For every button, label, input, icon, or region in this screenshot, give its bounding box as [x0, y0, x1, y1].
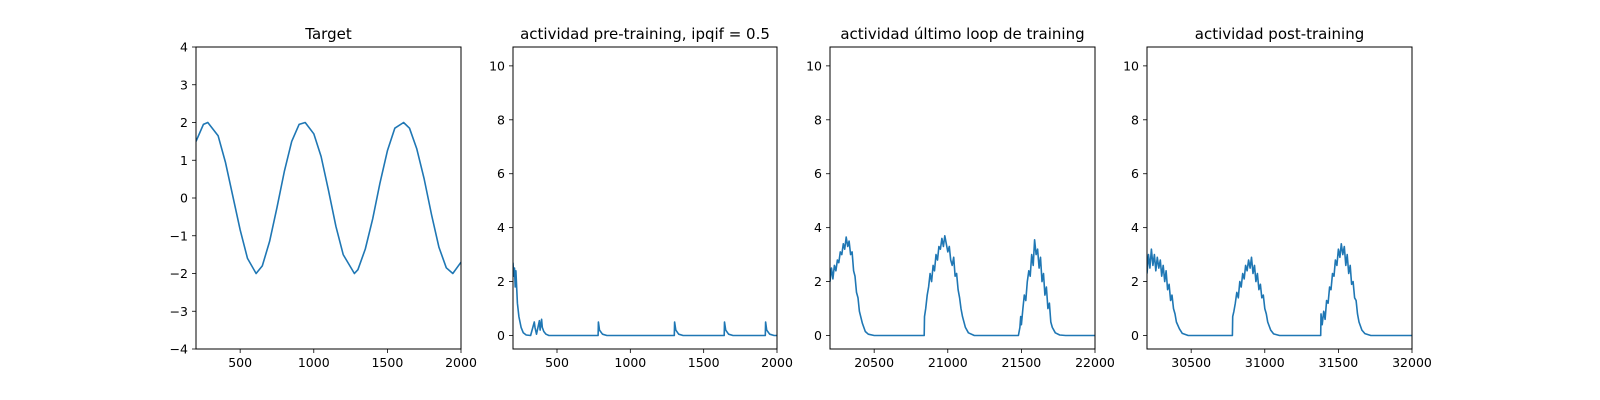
y-tick-label: 3	[180, 77, 188, 92]
y-tick-label: −1	[170, 228, 188, 243]
series-line-1	[830, 235, 1095, 337]
y-tick-label: −2	[170, 266, 188, 281]
chart-panel-4: actividad post-training 30500 31000 31500 32…	[1123, 25, 1432, 370]
y-tick-label: 2	[1131, 274, 1139, 289]
y-tick-label: 0	[814, 328, 822, 343]
series-line-1	[513, 262, 777, 337]
x-tick-label: 21500	[1002, 355, 1042, 370]
y-tick-label: 10	[489, 58, 505, 73]
x-tick-label: 21000	[928, 355, 968, 370]
y-tick-label: 1	[180, 153, 188, 168]
x-tick-label: 500	[545, 355, 569, 370]
x-tick-label: 1500	[371, 355, 403, 370]
x-tick-label: 2000	[445, 355, 477, 370]
chart-panel-1: Target 500 1000 1500 2000 −4 −3 −2 −1 0 1 2 3 4	[170, 25, 477, 370]
x-tick-label: 500	[228, 355, 252, 370]
y-tick-label: 8	[1131, 112, 1139, 127]
axes-frame	[829, 46, 1096, 350]
series-line-1	[196, 121, 461, 275]
x-tick-label: 32000	[1392, 355, 1432, 370]
series-line-1	[1147, 243, 1412, 337]
y-tick-label: 6	[1131, 166, 1139, 181]
y-tick-label: 0	[1131, 328, 1139, 343]
y-tick-label: −4	[170, 342, 188, 357]
y-tick-label: 2	[180, 115, 188, 130]
y-tick-label: 6	[814, 166, 822, 181]
x-tick-label: 31500	[1319, 355, 1359, 370]
chart-title: Target	[304, 25, 352, 43]
x-tick-label: 31000	[1245, 355, 1285, 370]
y-tick-label: 4	[814, 220, 822, 235]
axes-frame	[512, 46, 778, 350]
x-tick-label: 1000	[614, 355, 646, 370]
x-tick-label: 30500	[1171, 355, 1211, 370]
x-tick-label: 1500	[688, 355, 720, 370]
y-tick-label: −3	[170, 304, 188, 319]
y-tick-label: 2	[497, 274, 505, 289]
y-tick-label: 0	[497, 328, 505, 343]
y-tick-label: 4	[497, 220, 505, 235]
axes-frame	[195, 46, 462, 350]
y-tick-label: 2	[814, 274, 822, 289]
y-tick-label: 10	[1123, 58, 1139, 73]
chart-title: actividad post-training	[1195, 25, 1364, 43]
x-tick-label: 2000	[761, 355, 793, 370]
y-tick-label: 10	[806, 58, 822, 73]
y-tick-label: 0	[180, 191, 188, 206]
y-tick-label: 8	[497, 112, 505, 127]
x-tick-label: 1000	[298, 355, 330, 370]
x-tick-label: 20500	[854, 355, 894, 370]
chart-title: actividad último loop de training	[840, 25, 1084, 43]
x-tick-label: 22000	[1075, 355, 1115, 370]
y-tick-label: 8	[814, 112, 822, 127]
chart-panel-2: actividad pre-training, ipqif = 0.5 500 10…	[489, 25, 793, 370]
axes-frame	[1146, 46, 1413, 350]
y-tick-label: 4	[1131, 220, 1139, 235]
y-tick-label: 6	[497, 166, 505, 181]
y-tick-label: 4	[180, 40, 188, 55]
chart-title: actividad pre-training, ipqif = 0.5	[520, 25, 770, 43]
